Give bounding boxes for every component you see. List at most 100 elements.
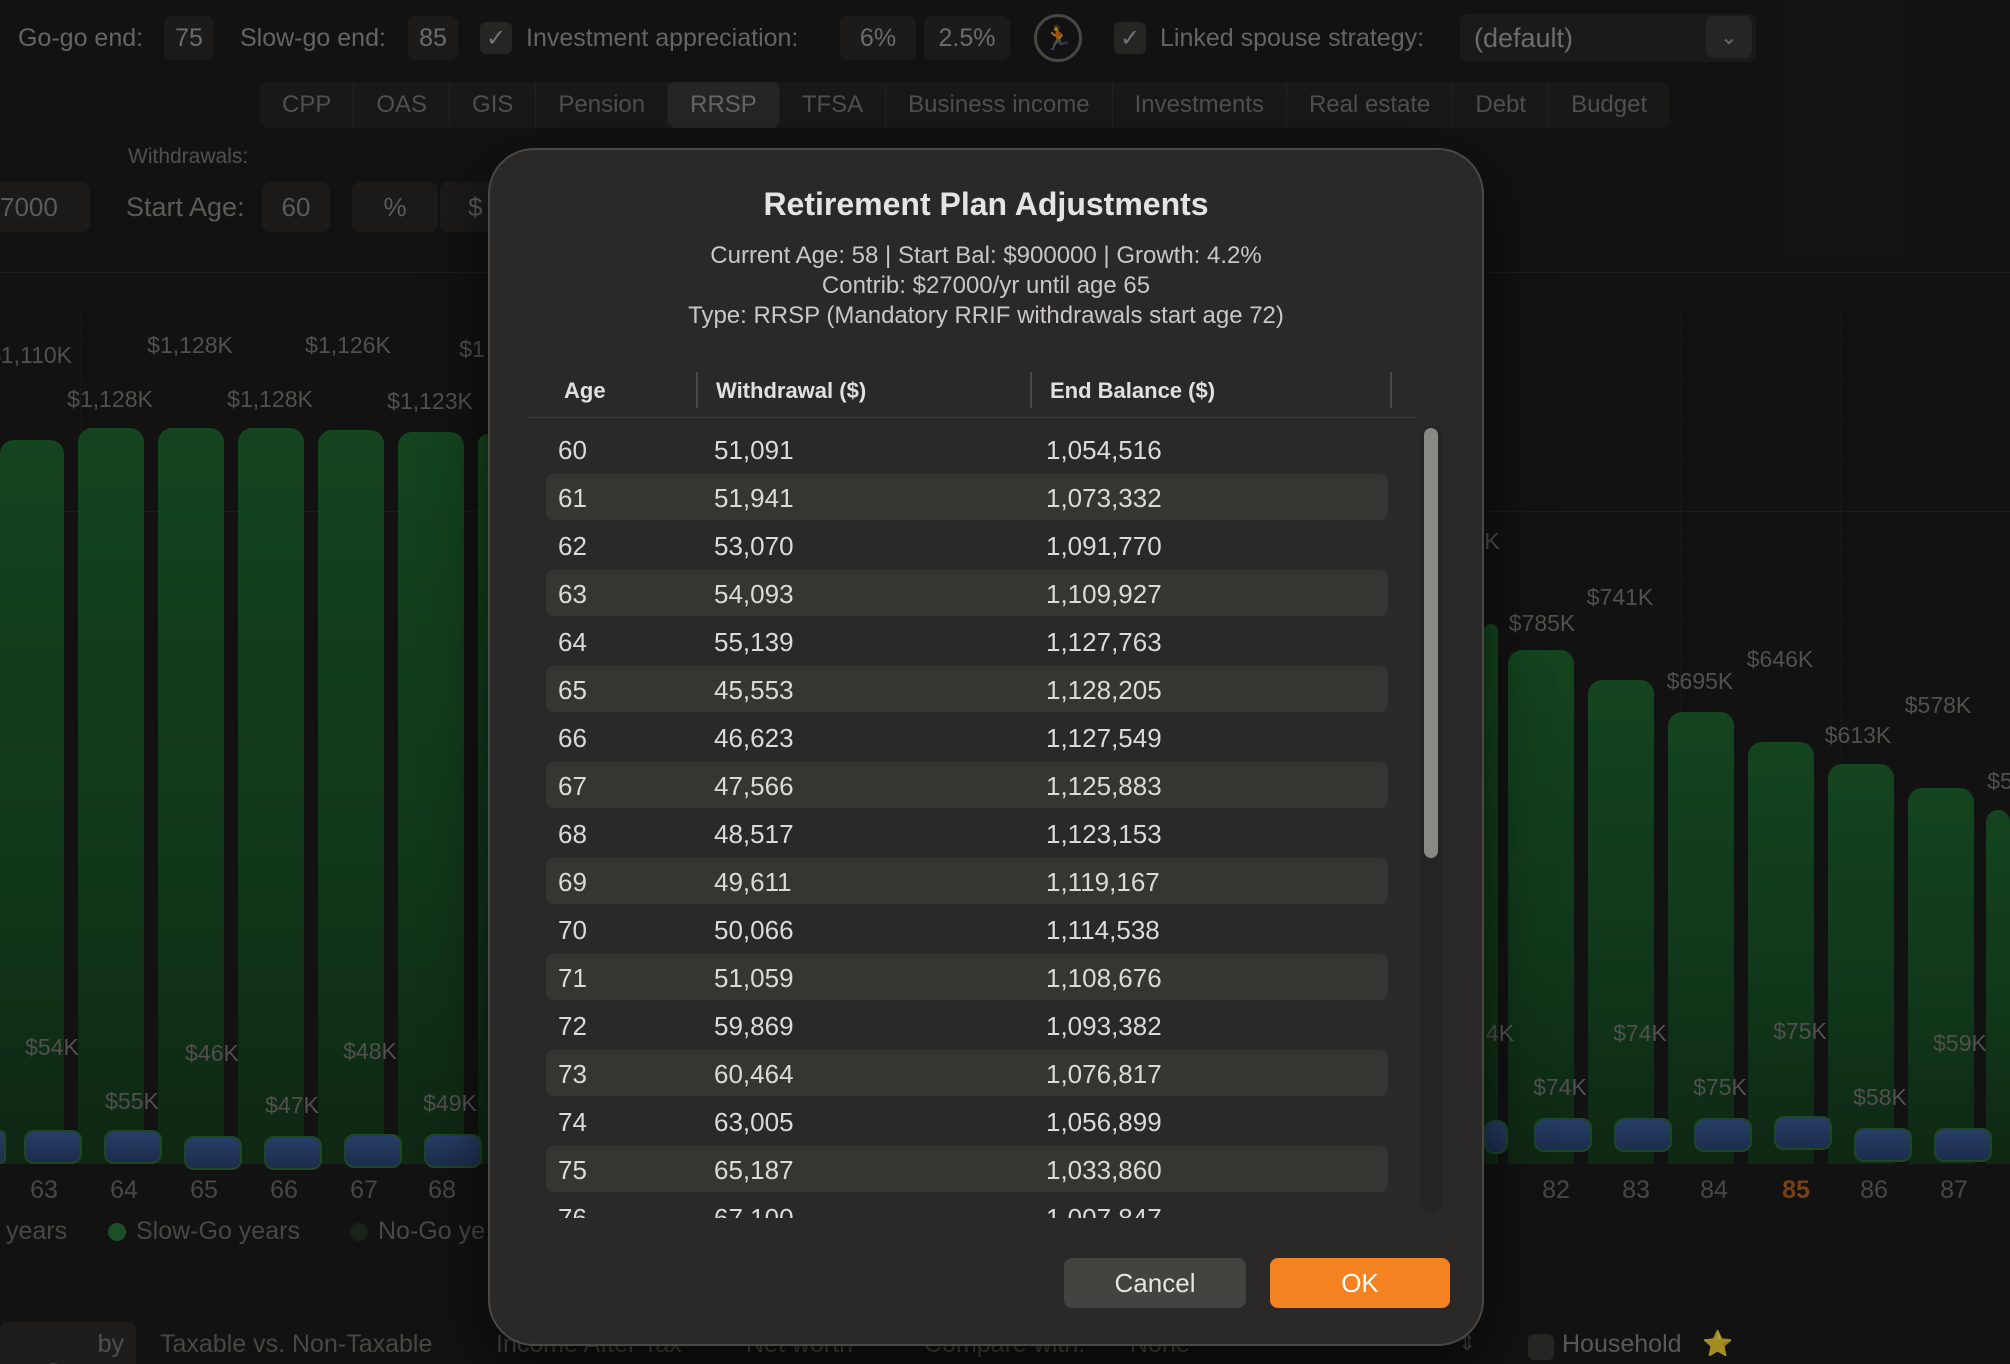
- scrollbar-thumb[interactable]: [1424, 428, 1438, 858]
- table-body[interactable]: 60 51,091 1,054,516 61 51,941 1,073,332 …: [546, 426, 1388, 1218]
- bar-value-label: $646K: [1746, 646, 1814, 672]
- tab-by-source[interactable]: by Source: [0, 1322, 136, 1364]
- legend-dot: [350, 1222, 368, 1241]
- column-header-end-balance[interactable]: End Balance ($): [1050, 378, 1216, 403]
- bar-value-label: $785K: [1508, 610, 1576, 636]
- chart-bar: [398, 432, 464, 1164]
- cell-end-balance: 1,054,516: [1046, 435, 1162, 465]
- bar-value-label: $1,128K: [67, 386, 153, 412]
- household-label: Household: [1562, 1330, 1682, 1358]
- cell-withdrawal: 65,187: [714, 1155, 794, 1185]
- table-row[interactable]: 66 46,623 1,127,549: [546, 714, 1388, 760]
- tab-oas[interactable]: OAS: [354, 82, 451, 128]
- dialog-summary-line-3: Type: RRSP (Mandatory RRIF withdrawals s…: [688, 302, 1284, 329]
- column-header-withdrawal[interactable]: Withdrawal ($): [716, 378, 867, 403]
- table-row[interactable]: 65 45,553 1,128,205: [546, 666, 1388, 712]
- column-header-age[interactable]: Age: [564, 378, 606, 403]
- tab-tfsa[interactable]: TFSA: [780, 82, 887, 128]
- tab-budget[interactable]: Budget: [1571, 91, 1648, 118]
- chart-small-bar: [1694, 1118, 1752, 1152]
- cell-withdrawal: 60,464: [714, 1059, 794, 1089]
- gogo-end-field[interactable]: 75: [164, 16, 214, 60]
- investment-rate-2-field[interactable]: 2.5%: [924, 16, 1010, 60]
- cell-age: 63: [558, 579, 587, 609]
- bar-value-label: $54K: [25, 1034, 79, 1060]
- slowgo-end-field[interactable]: 85: [408, 16, 458, 60]
- chart-bar: [1908, 788, 1974, 1164]
- chart-bar: [78, 428, 144, 1164]
- tab-taxable-vs-nontaxable[interactable]: Taxable vs. Non-Taxable: [160, 1330, 433, 1358]
- cell-withdrawal: 46,623: [714, 723, 794, 753]
- chart-small-bar: [344, 1134, 402, 1168]
- table-row[interactable]: 63 54,093 1,109,927: [546, 570, 1388, 616]
- bar-value-label: $75K: [1773, 1018, 1827, 1044]
- investment-appreciation-label: Investment appreciation:: [526, 24, 799, 52]
- x-axis-label: 87: [1940, 1176, 1968, 1204]
- table-row[interactable]: 64 55,139 1,127,763: [546, 618, 1388, 664]
- tab-debt[interactable]: Debt: [1453, 82, 1550, 128]
- linked-spouse-checkbox[interactable]: ✓: [1114, 22, 1146, 54]
- column-separator: [1390, 372, 1392, 408]
- gogo-end-label: Go-go end:: [18, 24, 144, 52]
- tab-investments[interactable]: Investments: [1113, 82, 1287, 128]
- table-row[interactable]: 74 63,005 1,056,899: [546, 1098, 1388, 1144]
- table-row[interactable]: 67 47,566 1,125,883: [546, 762, 1388, 808]
- table-row[interactable]: 75 65,187 1,033,860: [546, 1146, 1388, 1192]
- table-row[interactable]: 62 53,070 1,091,770: [546, 522, 1388, 568]
- table-row[interactable]: 69 49,611 1,119,167: [546, 858, 1388, 904]
- cell-end-balance: 1,127,763: [1046, 627, 1162, 657]
- cell-age: 67: [558, 771, 587, 801]
- tab-gis[interactable]: GIS: [450, 82, 537, 128]
- tab-pension[interactable]: Pension: [536, 82, 669, 128]
- chart-small-bar: [264, 1136, 322, 1170]
- cell-withdrawal: 54,093: [714, 579, 794, 609]
- household-checkbox[interactable]: [1528, 1334, 1554, 1360]
- table-row[interactable]: 61 51,941 1,073,332: [546, 474, 1388, 520]
- tab-real-estate[interactable]: Real estate: [1287, 82, 1454, 128]
- tab-cpp[interactable]: CPP: [260, 82, 355, 128]
- chart-bar: [238, 428, 304, 1164]
- x-axis-label-highlighted: 85: [1782, 1176, 1810, 1204]
- start-age-field[interactable]: 60: [262, 182, 330, 232]
- runner-icon[interactable]: 🏃: [1034, 14, 1082, 62]
- legend-label: years: [6, 1217, 68, 1245]
- bar-value-label: $578K: [1904, 692, 1972, 718]
- tab-rrsp[interactable]: RRSP: [668, 82, 780, 128]
- table-row[interactable]: 76 67,100 1,007,847: [546, 1194, 1388, 1218]
- withdrawal-amount-field[interactable]: 7000: [0, 182, 90, 232]
- table-row[interactable]: 73 60,464 1,076,817: [546, 1050, 1388, 1096]
- bar-value-label: $613K: [1824, 722, 1892, 748]
- table-row[interactable]: 60 51,091 1,054,516: [546, 426, 1388, 472]
- dialog-summary-line-1: Current Age: 58 | Start Bal: $900000 | G…: [710, 242, 1262, 269]
- table-row[interactable]: 70 50,066 1,114,538: [546, 906, 1388, 952]
- chart-bar: [158, 428, 224, 1164]
- cell-age: 66: [558, 723, 587, 753]
- bar-value-label: $75K: [1693, 1074, 1747, 1100]
- bar-value-label: 4K: [1485, 1020, 1515, 1046]
- investment-rate-1-field[interactable]: 6%: [840, 16, 916, 60]
- investment-appreciation-checkbox[interactable]: ✓: [480, 22, 512, 54]
- cancel-button[interactable]: Cancel: [1064, 1258, 1246, 1308]
- ok-button[interactable]: OK: [1270, 1258, 1450, 1308]
- legend-item: Slow-Go years: [108, 1217, 300, 1246]
- column-separator: [696, 372, 698, 408]
- bar-value-label: $74K: [1613, 1020, 1667, 1046]
- cell-age: 75: [558, 1155, 587, 1185]
- cell-withdrawal: 48,517: [714, 819, 794, 849]
- x-axis-label: 67: [350, 1176, 378, 1204]
- cell-end-balance: 1,125,883: [1046, 771, 1162, 801]
- bar-value-label: $1,128K: [147, 332, 233, 358]
- x-axis-label: 65: [190, 1176, 218, 1204]
- tab-business-income[interactable]: Business income: [886, 82, 1113, 128]
- cell-age: 62: [558, 531, 587, 561]
- bar-value-label: $1,126K: [305, 332, 391, 358]
- bar-value-label: $59K: [1933, 1030, 1987, 1056]
- cell-end-balance: 1,109,927: [1046, 579, 1162, 609]
- percent-toggle[interactable]: %: [352, 182, 438, 232]
- x-axis-label: 84: [1700, 1176, 1728, 1204]
- cell-end-balance: 1,007,847: [1046, 1203, 1162, 1218]
- chevron-down-icon[interactable]: ⌄: [1706, 16, 1752, 58]
- table-row[interactable]: 68 48,517 1,123,153: [546, 810, 1388, 856]
- table-row[interactable]: 71 51,059 1,108,676: [546, 954, 1388, 1000]
- table-row[interactable]: 72 59,869 1,093,382: [546, 1002, 1388, 1048]
